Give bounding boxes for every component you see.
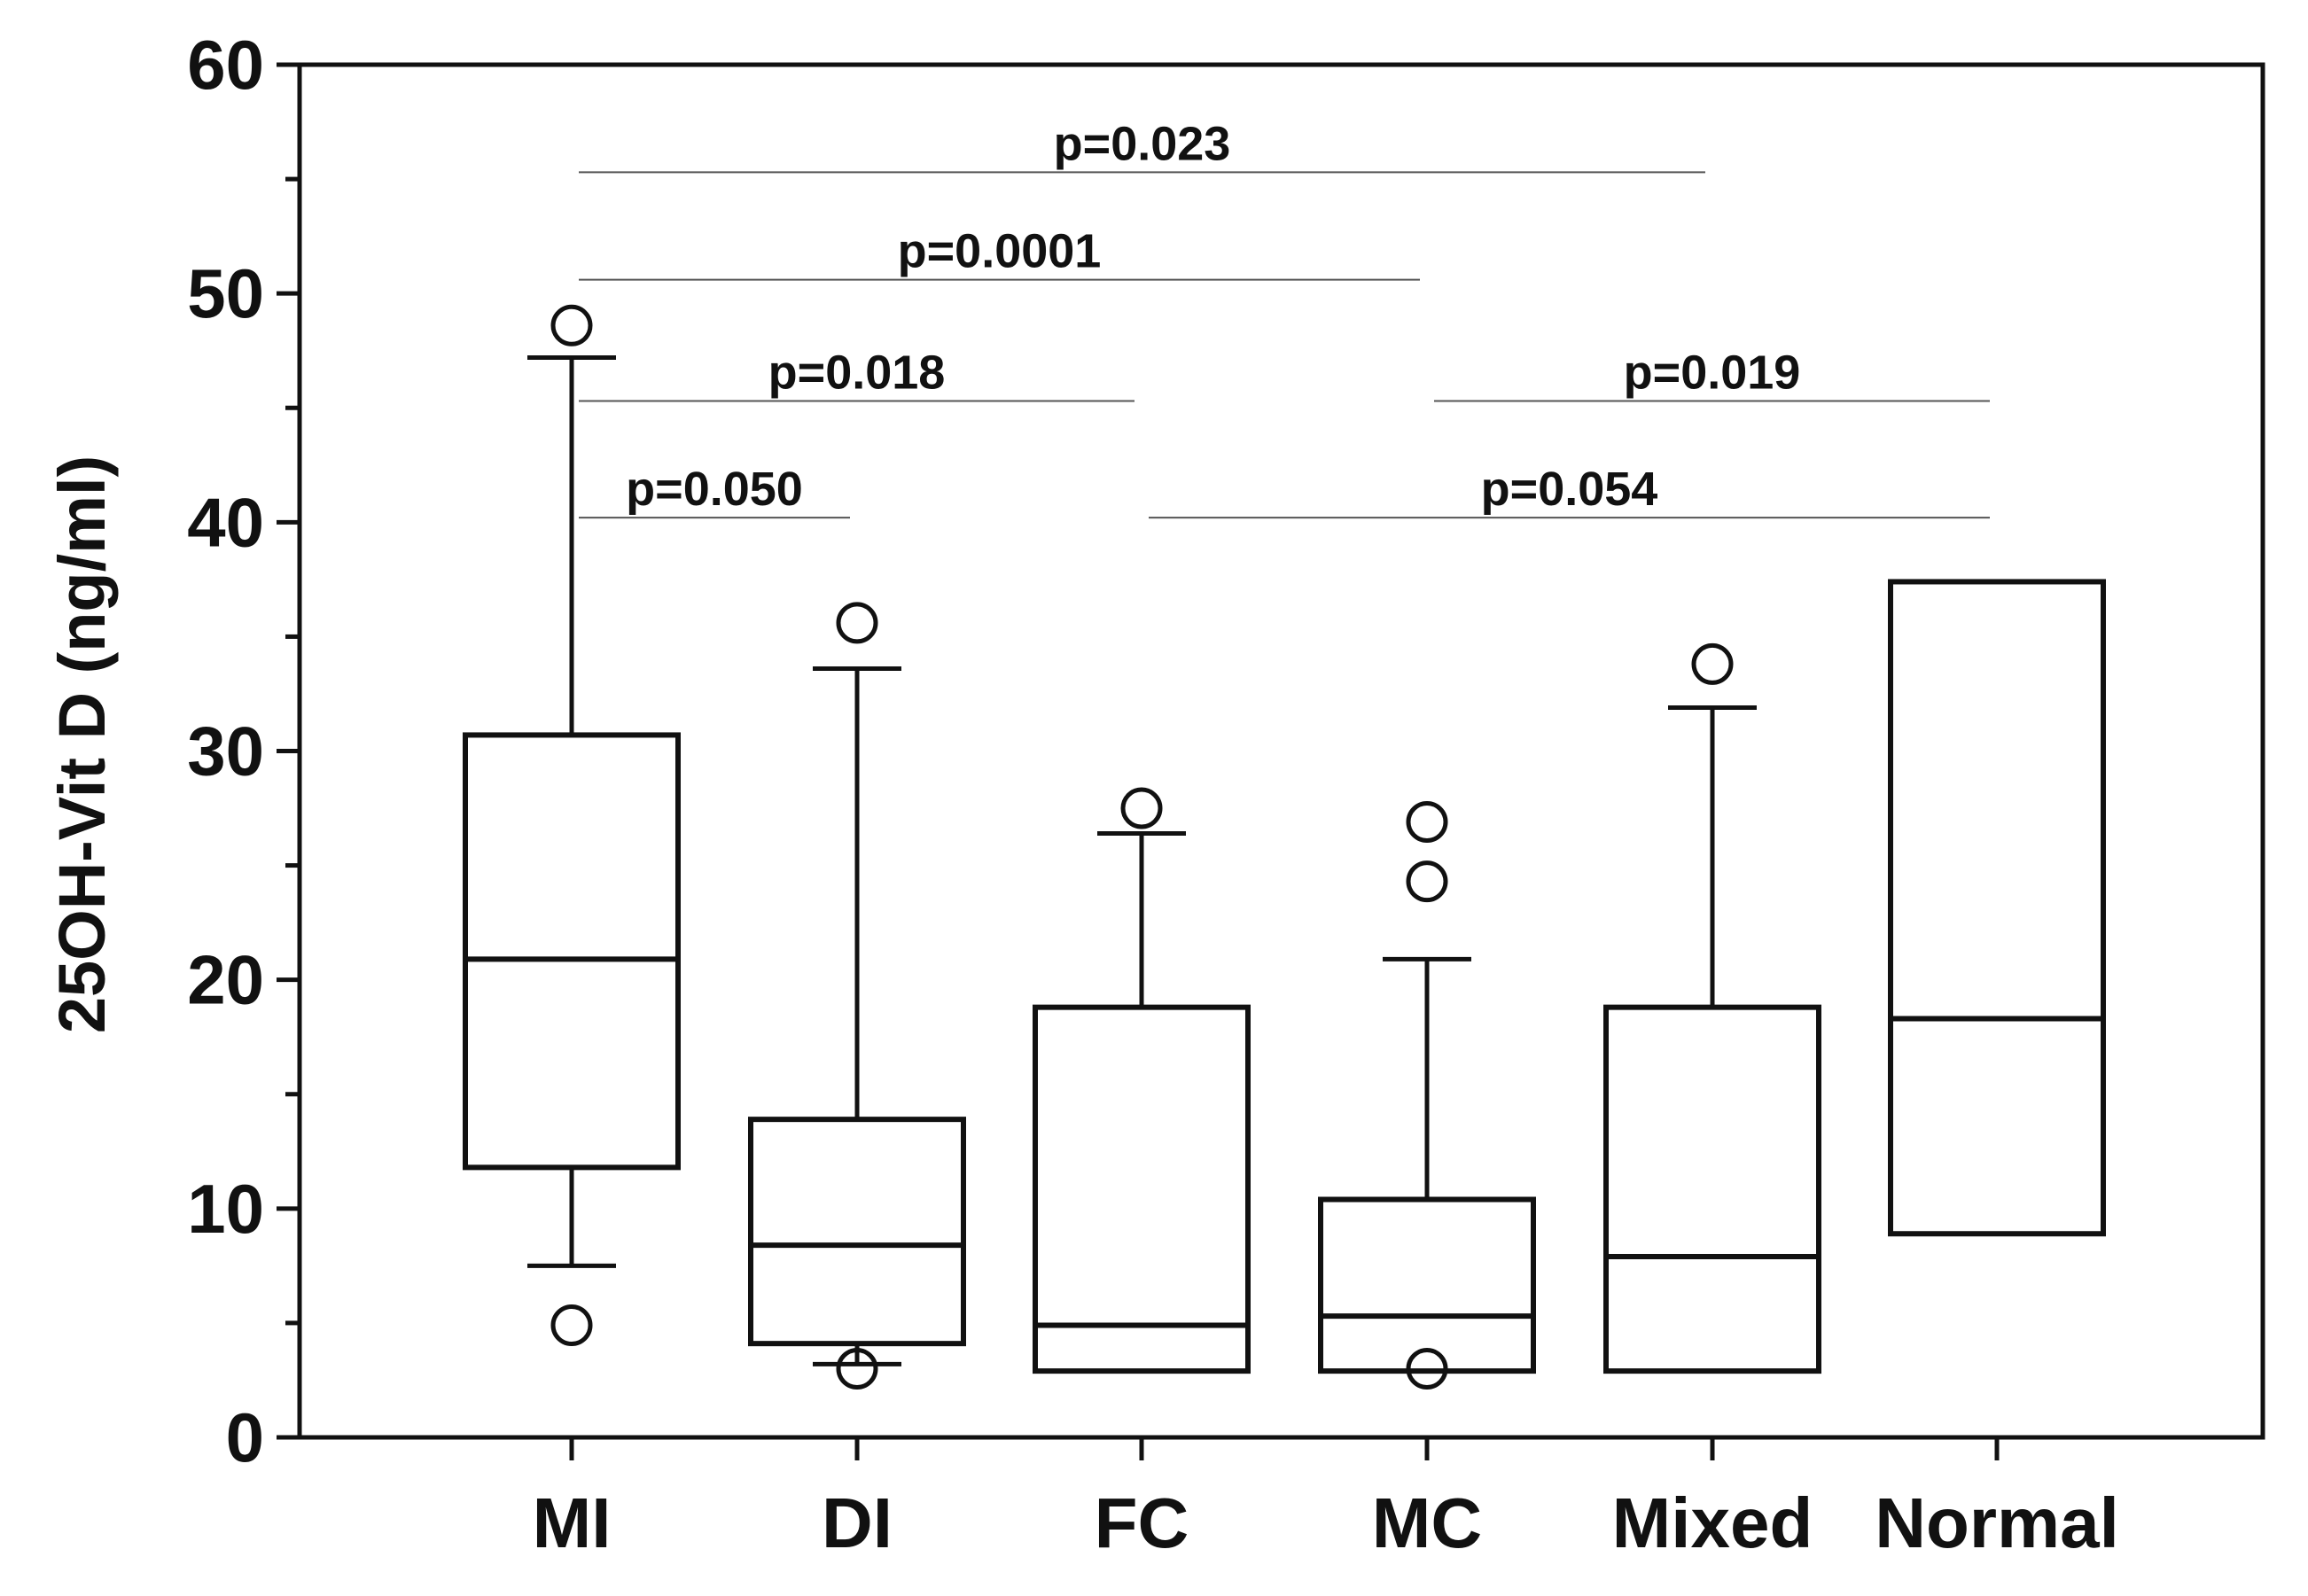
p-value-label: p=0.050	[626, 463, 803, 516]
p-value-label: p=0.019	[1624, 346, 1801, 400]
box-group-fc	[1033, 787, 1251, 1374]
p-value-label: p=0.054	[1481, 463, 1658, 516]
outlier-point	[550, 1304, 593, 1346]
y-tick-label: 50	[187, 254, 264, 332]
outlier-point	[836, 1348, 878, 1390]
p-value-label: p=0.0001	[898, 225, 1102, 278]
iqr-box	[1603, 1004, 1821, 1374]
box-group-mc	[1318, 801, 1536, 1390]
outlier-point	[1120, 787, 1163, 829]
iqr-box	[1033, 1004, 1251, 1374]
boxes	[463, 304, 2106, 1390]
x-category-label: MC	[1372, 1483, 1482, 1562]
x-category-label: Mixed	[1612, 1483, 1813, 1562]
comparison-brackets: p=0.023 p=0.0001 p=0.018 p=0.050 p=0.019 p=0.…	[579, 117, 1990, 519]
x-category-label: Normal	[1875, 1483, 2119, 1562]
x-category-label: DI	[822, 1483, 893, 1562]
iqr-box	[1888, 579, 2106, 1237]
box-group-mi	[463, 304, 681, 1346]
outlier-point	[1691, 642, 1734, 685]
x-category-label: FC	[1095, 1483, 1189, 1562]
iqr-box	[1318, 1196, 1536, 1374]
axes: 0 10 20 30 40 50 60 MI DI FC MC Mixed Normal	[187, 26, 2265, 1562]
outlier-point	[550, 304, 593, 346]
p-value-label: p=0.023	[1054, 117, 1231, 170]
x-category-label: MI	[533, 1483, 612, 1562]
outlier-point	[1406, 860, 1448, 903]
outlier-point	[836, 602, 878, 644]
y-tick-label: 60	[187, 26, 264, 104]
p-value-label: p=0.018	[768, 346, 946, 400]
y-tick-label: 20	[187, 941, 264, 1019]
y-tick-label: 0	[226, 1398, 264, 1476]
box-group-mixed	[1603, 642, 1821, 1374]
box-group-normal	[1888, 579, 2106, 1237]
box-group-di	[748, 602, 966, 1390]
y-tick-label: 10	[187, 1170, 264, 1248]
y-axis-title: 25OH-Vit D (ng/ml)	[45, 455, 119, 1033]
outlier-point	[1406, 801, 1448, 844]
y-tick-label: 40	[187, 483, 264, 561]
iqr-box	[748, 1117, 966, 1347]
iqr-box	[463, 732, 681, 1171]
outlier-point	[1406, 1348, 1448, 1390]
y-tick-label: 30	[187, 712, 264, 790]
